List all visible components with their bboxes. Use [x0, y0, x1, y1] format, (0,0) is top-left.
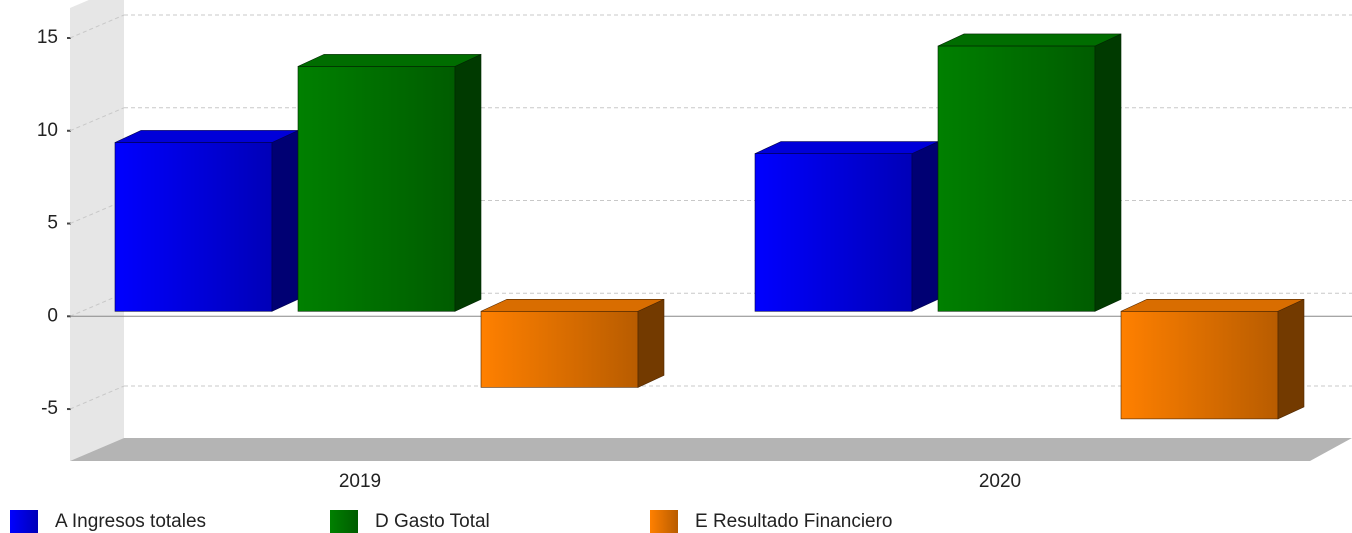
grid-line [69, 200, 125, 224]
y-tick-label: 0 [47, 305, 58, 326]
bar-side [911, 141, 939, 312]
bar [754, 153, 913, 312]
grid-line [69, 292, 125, 317]
bar [480, 310, 639, 388]
legend-label: A Ingresos totales [55, 511, 206, 532]
bar-side [1094, 33, 1122, 312]
bar-side [637, 298, 665, 388]
bar [297, 66, 456, 312]
bar [937, 45, 1096, 312]
bar-top [754, 141, 939, 154]
bar [114, 142, 273, 312]
bar-side [271, 129, 299, 312]
x-tick-label: 2020 [979, 471, 1021, 492]
y-tick-label: 15 [37, 27, 58, 48]
bar-top [937, 33, 1122, 47]
bar-side [1277, 298, 1305, 420]
grid-line [69, 107, 125, 132]
y-tick-label: 5 [47, 213, 58, 234]
y-tick-label: -5 [41, 398, 58, 419]
grid-line [69, 14, 125, 39]
legend-swatch [330, 510, 358, 533]
y-tick-label: 10 [37, 120, 58, 141]
bar-top [114, 130, 299, 143]
bar-side [454, 53, 482, 312]
bar-top [297, 54, 482, 67]
legend-label: E Resultado Financiero [695, 511, 893, 532]
legend-swatch [10, 510, 38, 533]
left-wall [70, 0, 124, 461]
bar-top [1120, 298, 1305, 312]
floor [70, 438, 1352, 461]
legend-label: D Gasto Total [375, 511, 490, 532]
grid-line [69, 385, 125, 410]
x-tick-label: 2019 [339, 471, 381, 492]
bar-top [480, 298, 665, 312]
bar [1120, 310, 1279, 420]
legend-swatch [650, 510, 678, 533]
